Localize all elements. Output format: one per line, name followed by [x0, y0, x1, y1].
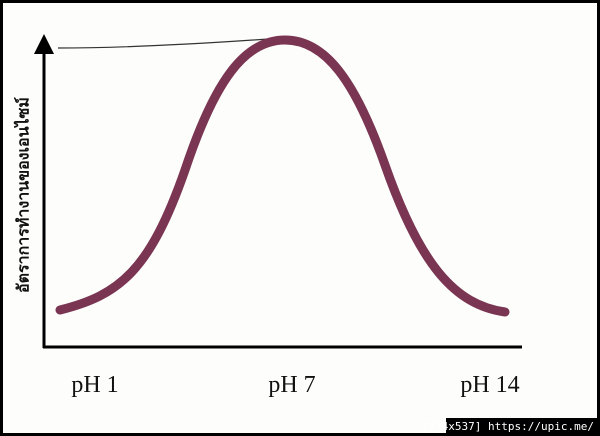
x-label: pH 14: [460, 372, 519, 398]
watermark-bg: [446, 418, 598, 435]
x-label: pH 1: [71, 372, 118, 398]
y-axis-arrow: [34, 34, 54, 54]
activity-curve: [55, 35, 510, 317]
watermark: [774x537] https://upic.me/: [422, 420, 594, 433]
max-line: [57, 37, 283, 49]
y-axis-label: อัตราการทำงานของเอนไซม์: [14, 97, 33, 293]
x-label: pH 7: [268, 372, 315, 398]
